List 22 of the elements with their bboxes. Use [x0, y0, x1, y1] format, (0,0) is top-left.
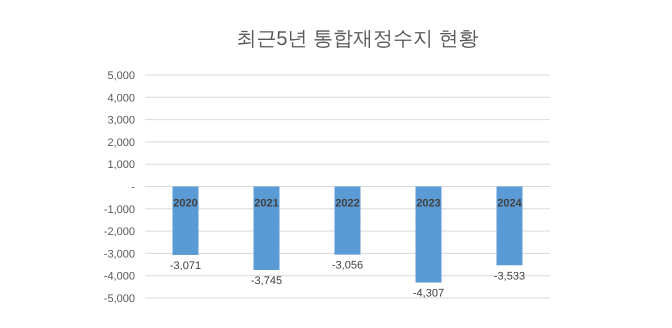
y-tick-label: 5,000 [107, 70, 135, 82]
y-tick-label: 1,000 [107, 159, 135, 172]
data-label: -3,056 [332, 260, 364, 272]
data-label: -3,745 [250, 275, 282, 288]
chart-title: 최근5년 통합재정수지 현황 [236, 28, 479, 50]
y-tick-label: 2,000 [107, 136, 135, 149]
y-tick-label: -3,000 [104, 248, 135, 260]
y-tick-label: - [131, 182, 136, 194]
y-tick-label: 3,000 [107, 114, 135, 127]
data-label: -3,071 [170, 260, 202, 272]
x-tick-label: 2023 [416, 198, 441, 210]
data-label: -4,307 [412, 288, 444, 300]
y-tick-label: -5,000 [104, 293, 135, 305]
x-tick-label: 2022 [335, 198, 360, 210]
x-tick-label: 2024 [497, 198, 523, 210]
x-tick-label: 2020 [173, 198, 198, 210]
y-tick-label: -2,000 [104, 226, 135, 238]
y-tick-label: -1,000 [104, 204, 135, 216]
y-tick-label: 4,000 [107, 92, 135, 104]
y-tick-label: -4,000 [104, 270, 135, 283]
x-tick-label: 2021 [254, 198, 279, 210]
data-label: -3,533 [494, 270, 526, 282]
